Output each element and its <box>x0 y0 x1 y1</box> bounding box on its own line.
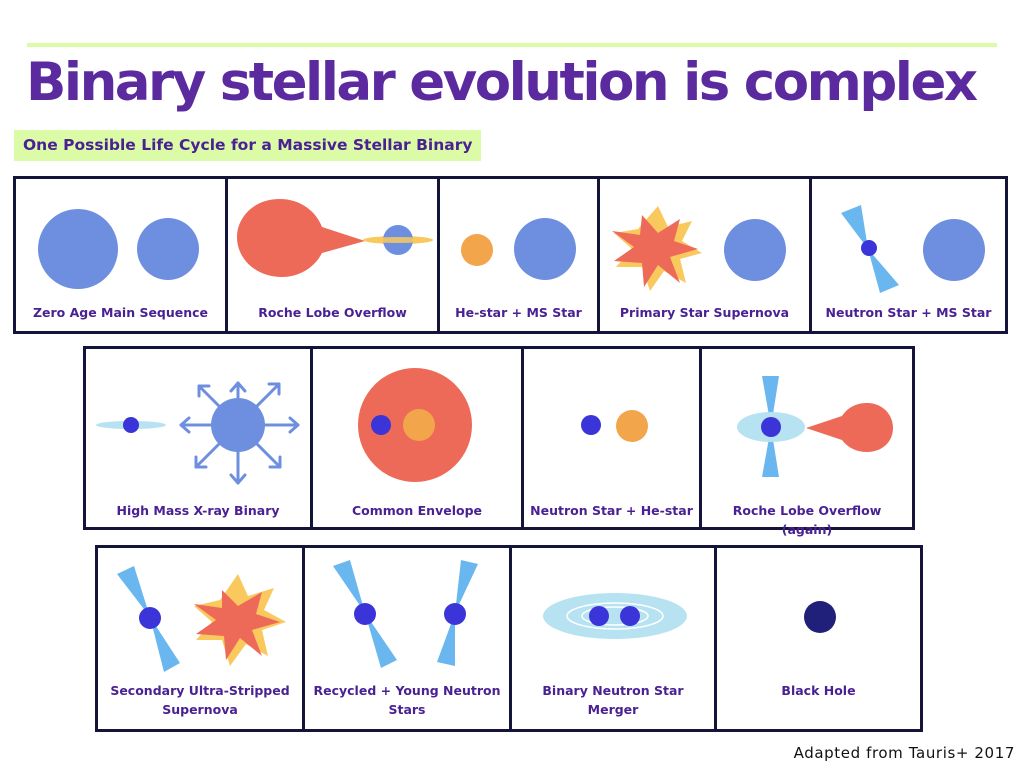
ms-star-icon <box>724 219 786 281</box>
neutron-star-icon <box>581 415 601 435</box>
beam-icon <box>762 427 779 477</box>
stage-illustration <box>96 381 300 485</box>
stage-panel-recycled-young-ns: Recycled + Young Neutron Stars <box>302 545 512 732</box>
stage-illustration <box>841 205 985 293</box>
stage-label: Recycled + Young Neutron Stars <box>313 683 501 717</box>
stage-illustration <box>543 593 687 639</box>
stage-label: Neutron Star + He-star <box>530 503 693 518</box>
beam-icon <box>437 613 455 666</box>
orbit-ring <box>566 602 664 630</box>
stage-panel-he-star-ms-star: He-star + MS Star <box>437 176 600 334</box>
stage-label: Roche Lobe Overflow <box>258 305 407 320</box>
beam-icon <box>117 566 150 617</box>
he-star-icon <box>461 234 493 266</box>
stage-label: Secondary Ultra-Stripped Supernova <box>110 683 290 717</box>
orbit-ring <box>581 606 649 626</box>
he-star-icon <box>616 410 648 442</box>
stage-panel-ultra-stripped-supernova: Secondary Ultra-Stripped Supernova <box>95 545 305 732</box>
stage-illustration <box>581 410 648 442</box>
stage-panel-ns-he-star: Neutron Star + He-star <box>521 346 702 530</box>
stage-label: High Mass X-ray Binary <box>116 503 280 518</box>
he-star-teardrop-icon <box>806 403 893 452</box>
stage-illustration <box>612 206 786 291</box>
ms-star-icon <box>514 218 576 280</box>
stage-panel-bns-merger: Binary Neutron Star Merger <box>509 545 717 732</box>
stage-label: Primary Star Supernova <box>619 305 790 320</box>
header-rule <box>27 43 997 47</box>
stage-panel-ns-ms-star: Neutron Star + MS Star <box>809 176 1008 334</box>
neutron-star-icon <box>861 240 877 256</box>
stage-illustration <box>237 199 433 277</box>
ms-star-icon <box>38 209 118 289</box>
stage-label: Roche Lobe Overflow (again) <box>732 503 882 537</box>
stage-panel-roche-lobe-overflow: Roche Lobe Overflow <box>225 176 440 334</box>
neutron-star-icon <box>354 603 376 625</box>
black-hole-icon <box>804 601 836 633</box>
giant-star-icon <box>237 199 365 277</box>
beam-icon <box>150 617 180 672</box>
beam-icon <box>762 376 779 427</box>
stage-label: Binary Neutron Star Merger <box>542 683 684 717</box>
neutron-star-icon <box>123 417 139 433</box>
neutron-star-icon <box>371 415 391 435</box>
page-title: Binary stellar evolution is complex <box>26 52 978 113</box>
beam-icon <box>455 560 478 613</box>
stage-panel-common-envelope: Common Envelope <box>310 346 524 530</box>
page-subtitle: One Possible Life Cycle for a Massive St… <box>14 130 482 161</box>
stage-label: Common Envelope <box>351 503 482 518</box>
stellar-wind-star-icon <box>211 398 265 452</box>
stage-label: Black Hole <box>781 683 856 698</box>
stage-illustration <box>358 368 472 482</box>
neutron-star-icon <box>139 607 161 629</box>
stage-illustration <box>804 601 836 633</box>
stage-panel-zams: Zero Age Main Sequence <box>13 176 228 334</box>
stage-panel-hmxb: High Mass X-ray Binary <box>83 346 313 530</box>
stage-illustration <box>117 566 286 672</box>
stage-illustration <box>737 376 893 477</box>
he-star-icon <box>403 409 435 441</box>
supernova-icon <box>194 590 280 660</box>
beam-icon <box>365 613 397 668</box>
neutron-star-icon <box>620 606 640 626</box>
stage-illustration <box>333 560 478 668</box>
source-credit: Adapted from Tauris+ 2017 <box>793 744 1015 762</box>
neutron-star-icon <box>444 603 466 625</box>
accretion-disk-icon <box>363 237 433 243</box>
stage-illustration <box>38 209 199 289</box>
stage-label: Zero Age Main Sequence <box>32 305 209 320</box>
beam-icon <box>868 249 899 293</box>
stage-illustration <box>461 218 576 280</box>
stage-label: He-star + MS Star <box>455 305 582 320</box>
beam-icon <box>841 205 868 249</box>
supernova-icon <box>612 215 698 287</box>
stage-panel-primary-supernova: Primary Star Supernova <box>597 176 812 334</box>
stage-panel-black-hole: Black Hole <box>714 545 923 732</box>
merger-disk-icon <box>543 593 687 639</box>
stage-panel-roche-lobe-overflow-again: Roche Lobe Overflow (again) <box>699 346 915 537</box>
ms-star-icon <box>137 218 199 280</box>
neutron-star-icon <box>589 606 609 626</box>
beam-icon <box>333 560 365 613</box>
ms-star-icon <box>923 219 985 281</box>
stage-label: Neutron Star + MS Star <box>825 305 992 320</box>
neutron-star-icon <box>761 417 781 437</box>
